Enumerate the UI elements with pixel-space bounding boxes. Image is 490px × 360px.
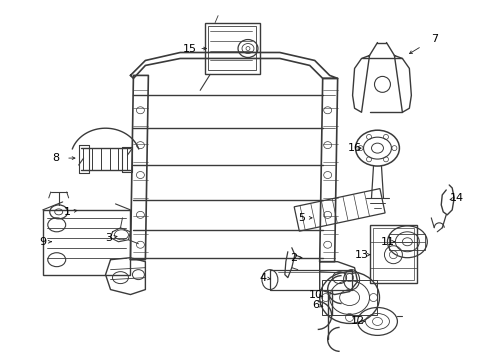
Text: 6: 6 <box>312 300 319 310</box>
Text: 8: 8 <box>52 153 59 163</box>
Text: 7: 7 <box>431 33 438 44</box>
Bar <box>43 210 130 275</box>
Text: 4: 4 <box>259 273 267 283</box>
Text: 11: 11 <box>380 237 394 247</box>
Bar <box>390 234 425 250</box>
Text: 16: 16 <box>347 143 362 153</box>
Bar <box>205 23 260 75</box>
Text: 13: 13 <box>355 250 368 260</box>
Bar <box>294 189 385 231</box>
Bar <box>270 270 352 289</box>
Bar <box>208 26 256 71</box>
Text: 15: 15 <box>183 44 197 54</box>
Bar <box>369 225 417 283</box>
Text: 9: 9 <box>39 237 47 247</box>
Text: 5: 5 <box>298 213 305 223</box>
Text: 10: 10 <box>309 289 323 300</box>
Bar <box>372 228 415 280</box>
Text: 14: 14 <box>450 193 464 203</box>
Text: 1: 1 <box>64 207 71 217</box>
Bar <box>322 280 377 315</box>
Text: 3: 3 <box>105 233 112 243</box>
Text: 2: 2 <box>290 253 297 263</box>
Text: 12: 12 <box>350 316 365 327</box>
